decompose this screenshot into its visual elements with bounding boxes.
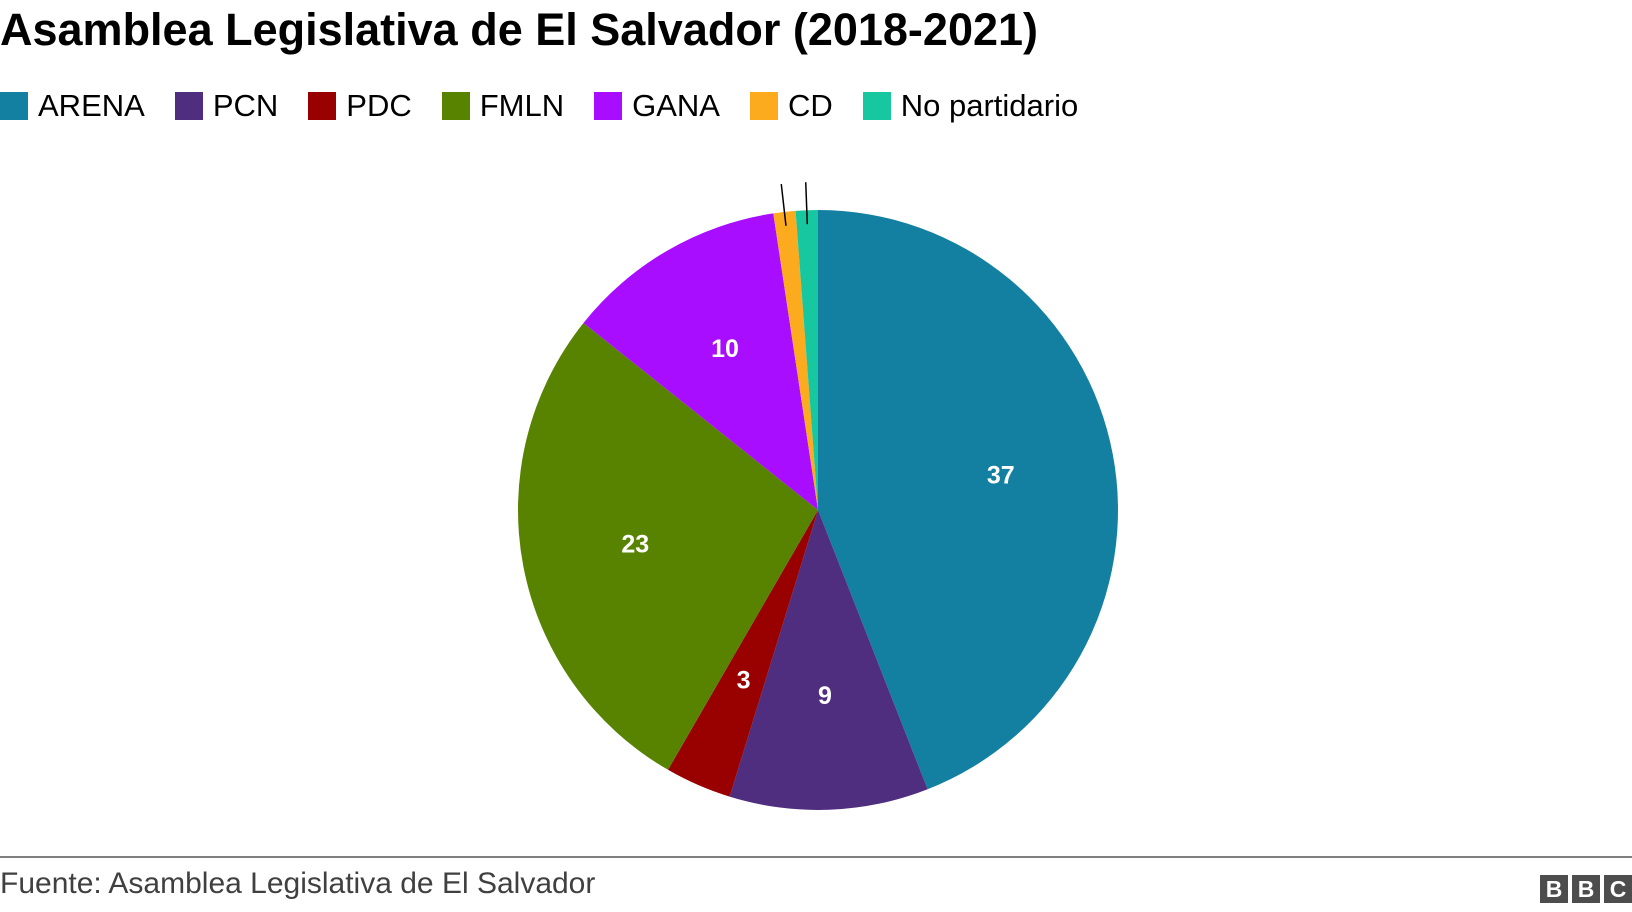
bbc-logo-letter-3: C (1604, 875, 1632, 903)
legend-swatch-pcn (174, 92, 203, 120)
bbc-logo: B B C (1536, 875, 1632, 903)
legend-label-cd: CD (787, 88, 833, 123)
legend-swatch-arena (0, 92, 28, 120)
source-note: Fuente: Asamblea Legislativa de El Salva… (0, 867, 596, 900)
legend-swatch-cd (749, 92, 778, 120)
chart-legend: ARENA PCN PDC FMLN GANA CD No partidario (0, 88, 1108, 124)
legend-item-fmln: FMLN (441, 88, 565, 124)
chart-title: Asamblea Legislativa de El Salvador (201… (0, 4, 1039, 55)
legend-item-no-partidario: No partidario (862, 88, 1079, 124)
legend-label-arena: ARENA (38, 88, 145, 123)
pie-slice-pdc (668, 510, 818, 797)
legend-swatch-pdc (308, 92, 337, 120)
data-label-pcn: 9 (818, 682, 832, 710)
data-label-arena: 37 (987, 461, 1015, 489)
legend-item-gana: GANA (594, 88, 720, 124)
legend-label-pcn: PCN (212, 88, 279, 123)
leader-line-cd (780, 183, 787, 226)
pie-slice-gana (583, 213, 818, 510)
legend-label-fmln: FMLN (479, 88, 565, 123)
pie-slice-no-partidario (795, 210, 818, 510)
bbc-logo-letter-1: B (1540, 875, 1568, 903)
legend-item-pcn: PCN (174, 88, 279, 124)
pie-slice-cd (773, 210, 818, 510)
data-label-gana: 10 (711, 335, 739, 363)
legend-label-gana: GANA (632, 88, 720, 123)
pie-slice-pcn (729, 510, 928, 810)
bbc-logo-letter-2: B (1572, 875, 1600, 903)
legend-item-arena: ARENA (0, 88, 145, 124)
data-label-pdc: 3 (737, 666, 751, 694)
legend-swatch-fmln (441, 92, 470, 120)
legend-item-pdc: PDC (308, 88, 412, 124)
legend-swatch-no-partidario (862, 92, 891, 120)
legend-item-cd: CD (749, 88, 833, 124)
pie-slice-fmln (518, 322, 818, 770)
pie-slice-arena (818, 210, 1118, 790)
legend-swatch-gana (594, 92, 623, 120)
leader-line-no-partidario (804, 182, 809, 225)
pie-chart: 37 9 3 23 10 (518, 182, 1118, 810)
legend-label-pdc: PDC (346, 88, 412, 123)
legend-label-no-partidario: No partidario (900, 88, 1079, 123)
footer-divider (0, 856, 1632, 858)
data-label-fmln: 23 (621, 531, 649, 559)
